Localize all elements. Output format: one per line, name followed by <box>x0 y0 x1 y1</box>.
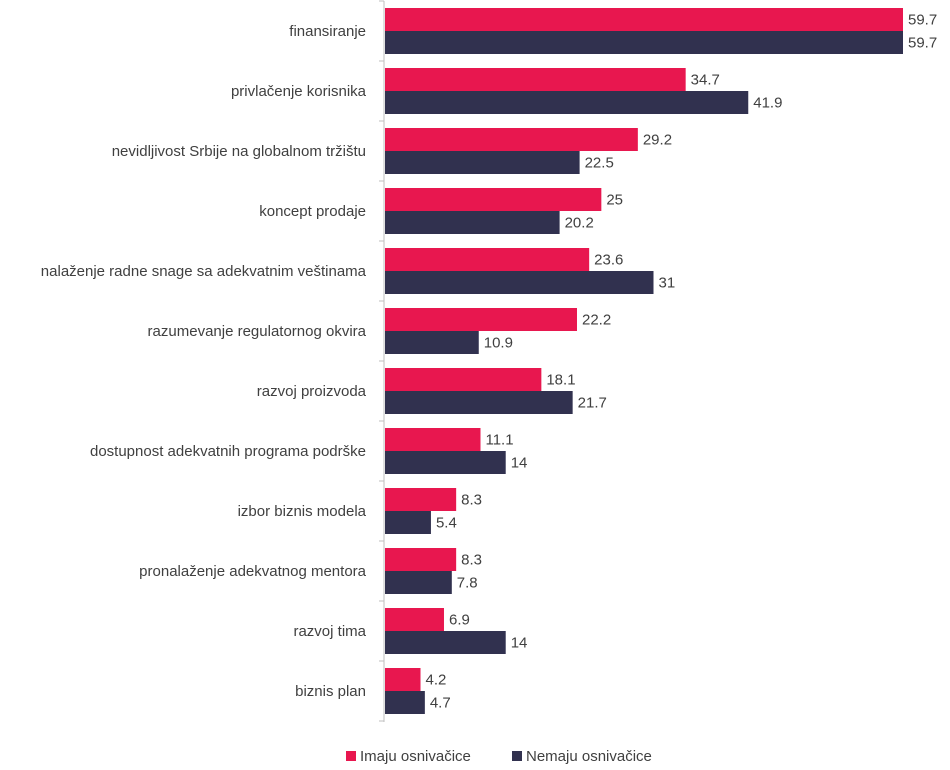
category-label: koncept prodaje <box>259 203 366 220</box>
data-label: 4.2 <box>426 672 447 689</box>
data-label: 59.7 <box>908 35 937 52</box>
category-label: razumevanje regulatornog okvira <box>148 323 367 340</box>
data-label: 31 <box>658 275 675 292</box>
bar-imaju <box>385 128 638 151</box>
bar-nemaju <box>385 691 425 714</box>
bar-imaju <box>385 68 686 91</box>
data-label: 59.7 <box>908 12 937 29</box>
bar-nemaju <box>385 631 506 654</box>
data-label: 25 <box>606 192 623 209</box>
data-label: 18.1 <box>546 372 575 389</box>
data-label: 8.3 <box>461 552 482 569</box>
data-label: 29.2 <box>643 132 672 149</box>
bar-imaju <box>385 368 542 391</box>
bar-nemaju <box>385 271 654 294</box>
category-label: izbor biznis modela <box>238 503 367 520</box>
category-label: nalaženje radne snage sa adekvatnim vešt… <box>41 263 367 280</box>
bar-nemaju <box>385 571 452 594</box>
legend-label-nemaju: Nemaju osnivačice <box>526 748 652 765</box>
data-label: 11.1 <box>485 432 513 449</box>
data-label: 10.9 <box>484 335 513 352</box>
bar-imaju <box>385 8 903 31</box>
data-label: 5.4 <box>436 515 457 532</box>
data-label: 23.6 <box>594 252 623 269</box>
bar-imaju <box>385 428 481 451</box>
bar-imaju <box>385 248 590 271</box>
data-label: 14 <box>511 455 528 472</box>
data-label: 6.9 <box>449 612 470 629</box>
bar-nemaju <box>385 91 749 114</box>
category-label: privlačenje korisnika <box>231 83 367 100</box>
category-label: razvoj proizvoda <box>257 383 367 400</box>
data-label: 21.7 <box>578 395 607 412</box>
bar-nemaju <box>385 451 506 474</box>
data-label: 14 <box>511 635 528 652</box>
data-label: 34.7 <box>691 72 720 89</box>
legend-label-imaju: Imaju osnivačice <box>360 748 471 765</box>
bar-nemaju <box>385 391 573 414</box>
legend-swatch-imaju <box>346 751 356 761</box>
bar-imaju <box>385 488 457 511</box>
legend-swatch-nemaju <box>512 751 522 761</box>
bar-nemaju <box>385 151 580 174</box>
category-label: razvoj tima <box>293 623 366 640</box>
bar-imaju <box>385 548 457 571</box>
bar-imaju <box>385 308 577 331</box>
data-label: 22.2 <box>582 312 611 329</box>
category-label: nevidljivost Srbije na globalnom tržištu <box>112 143 366 160</box>
bar-imaju <box>385 608 444 631</box>
data-label: 22.5 <box>585 155 614 172</box>
bar-nemaju <box>385 331 479 354</box>
data-label: 41.9 <box>753 95 782 112</box>
category-label: biznis plan <box>295 683 366 700</box>
bar-nemaju <box>385 211 560 234</box>
data-label: 4.7 <box>430 695 451 712</box>
bar-imaju <box>385 188 602 211</box>
category-label: dostupnost adekvatnih programa podrške <box>90 443 366 460</box>
data-label: 20.2 <box>565 215 594 232</box>
data-label: 7.8 <box>457 575 478 592</box>
bar-nemaju <box>385 31 903 54</box>
bar-nemaju <box>385 511 431 534</box>
category-label: finansiranje <box>289 23 366 40</box>
bar-imaju <box>385 668 421 691</box>
category-label: pronalaženje adekvatnog mentora <box>139 563 366 580</box>
data-label: 8.3 <box>461 492 482 509</box>
